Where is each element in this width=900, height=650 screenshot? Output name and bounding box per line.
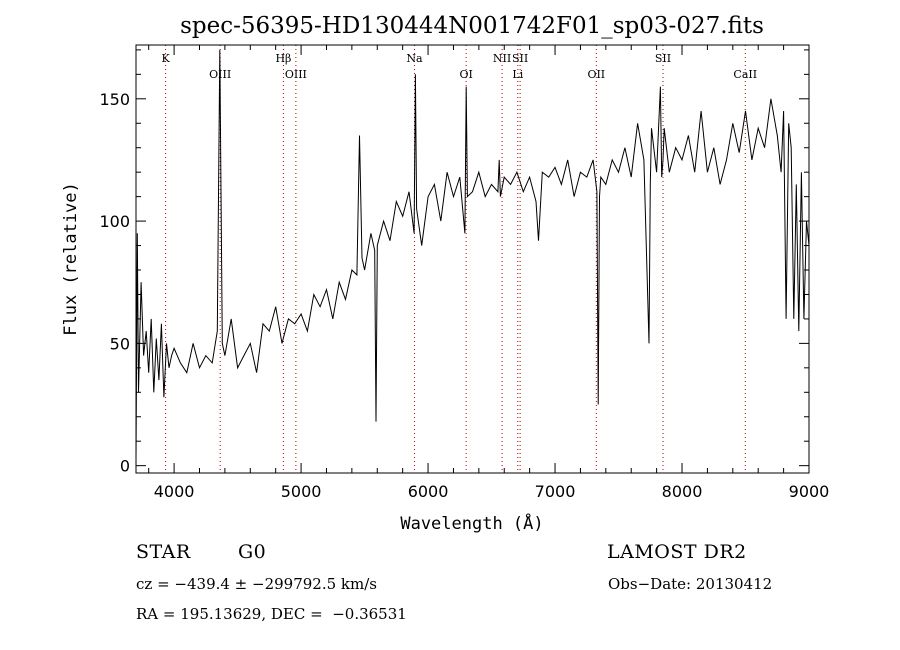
y-tick-label: 0 <box>120 457 130 476</box>
y-axis-label: Flux (relative) <box>61 182 81 336</box>
annotation-label: SII <box>512 52 528 65</box>
spectrum-line <box>135 49 810 461</box>
x-tick-label: 6000 <box>408 482 449 501</box>
y-tick-label: 100 <box>99 212 130 231</box>
annotation-label: OII <box>587 68 605 81</box>
spectrum-series <box>135 49 810 461</box>
spectral-subclass: G0 <box>238 541 267 563</box>
annotation-label: K <box>161 52 170 65</box>
annotation-label: CaII <box>733 68 757 81</box>
coordinates: RA = 195.13629, DEC = −0.36531 <box>136 605 407 623</box>
x-tick-label: 7000 <box>535 482 576 501</box>
x-tick-label: 8000 <box>662 482 703 501</box>
x-axis-label: Wavelength (Å) <box>400 512 543 534</box>
plot-frame <box>135 44 810 474</box>
annotation-label: SII <box>655 52 671 65</box>
y-axis: 0 50 100 150 <box>99 49 809 476</box>
x-tick-label: 5000 <box>281 482 322 501</box>
annotation-label: Hβ <box>275 52 291 65</box>
x-tick-label: 4000 <box>154 482 195 501</box>
y-tick-label: 150 <box>99 90 130 109</box>
annotation-label: OIII <box>285 68 307 81</box>
y-tick-label: 50 <box>110 334 130 353</box>
x-axis: 4000 5000 6000 7000 8000 9000 <box>148 45 830 501</box>
annotation-label: Li <box>512 68 523 81</box>
x-tick-label: 9000 <box>789 482 830 501</box>
velocity-readout: cz = −439.4 ± −299792.5 km/s <box>136 575 377 593</box>
survey-name: LAMOST DR2 <box>607 541 747 563</box>
annotation-label: Na <box>406 52 423 65</box>
obs-date: Obs−Date: 20130412 <box>608 575 773 593</box>
annotation-label: OI <box>459 68 472 81</box>
annotation-label: NII <box>493 52 511 65</box>
chart-title: spec-56395-HD130444N001742F01_sp03-027.f… <box>180 13 764 39</box>
object-class: STAR <box>136 541 191 563</box>
